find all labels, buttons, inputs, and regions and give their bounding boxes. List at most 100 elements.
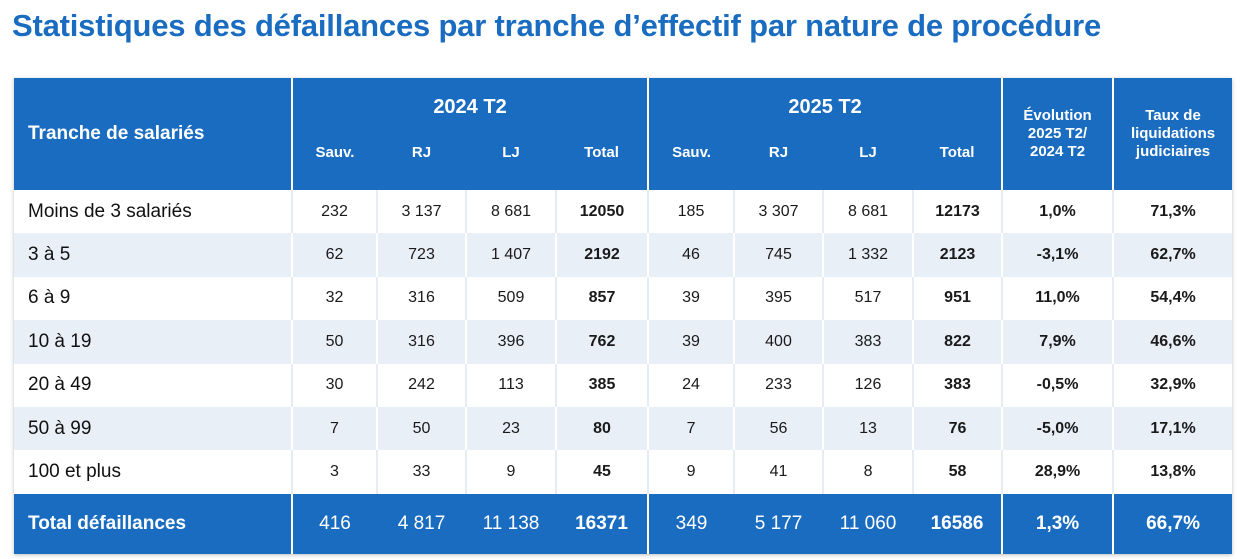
total-total-2024: 16371	[556, 493, 650, 554]
cell-lj-2025: 1 332	[823, 233, 915, 277]
row-label: Moins de 3 salariés	[14, 190, 293, 234]
header-taux-line: judiciaires	[1135, 143, 1211, 160]
cell-total-2024: 80	[556, 406, 650, 451]
cell-total-2024: 2192	[556, 233, 650, 277]
cell-sauv-2024: 30	[292, 363, 378, 407]
cell-sauv-2024: 232	[292, 190, 378, 234]
header-taux: Taux de liquidations judiciaires	[1113, 78, 1233, 190]
total-sauv-2025: 349	[648, 493, 735, 554]
cell-sauv-2024: 3	[292, 450, 378, 494]
cell-total-2025: 2123	[913, 233, 1004, 277]
cell-rj-2024: 50	[377, 406, 467, 451]
cell-evolution: -3,1%	[1002, 233, 1115, 277]
row-label: 10 à 19	[14, 320, 293, 364]
cell-total-2025: 58	[913, 450, 1004, 494]
cell-evolution: 11,0%	[1002, 276, 1115, 321]
page-title: Statistiques des défaillances par tranch…	[12, 8, 1102, 43]
cell-rj-2025: 3 307	[734, 190, 825, 234]
cell-total-2025: 383	[913, 363, 1004, 407]
table-row: 100 et plus 3 33 9 45 9 41 8 58 28,9% 13…	[14, 450, 1233, 494]
header-sauv-2024: Sauv.	[292, 134, 377, 190]
cell-sauv-2024: 62	[292, 233, 378, 277]
cell-lj-2024: 23	[466, 406, 557, 451]
cell-rj-2025: 56	[734, 406, 825, 451]
total-label: Total défaillances	[14, 493, 293, 554]
cell-taux: 62,7%	[1113, 233, 1233, 277]
cell-sauv-2025: 9	[648, 450, 736, 494]
table-row: Moins de 3 salariés 232 3 137 8 681 1205…	[14, 190, 1233, 234]
cell-total-2025: 822	[913, 320, 1004, 364]
total-lj-2025: 11 060	[823, 493, 914, 554]
cell-lj-2025: 13	[823, 406, 915, 451]
header-row-sub: Sauv. RJ LJ Total Sauv. RJ LJ Total	[14, 134, 1232, 190]
header-row-label: Tranche de salariés	[14, 78, 293, 190]
cell-taux: 32,9%	[1113, 363, 1233, 407]
cell-taux: 13,8%	[1113, 450, 1233, 494]
cell-rj-2024: 33	[377, 450, 467, 494]
cell-taux: 54,4%	[1113, 276, 1233, 321]
total-evolution: 1,3%	[1002, 493, 1115, 554]
cell-rj-2024: 316	[377, 276, 467, 321]
cell-evolution: -5,0%	[1002, 406, 1115, 451]
cell-sauv-2024: 32	[292, 276, 378, 321]
header-evolution-line: 2024 T2	[1030, 143, 1086, 160]
cell-total-2025: 951	[913, 276, 1004, 321]
total-lj-2024: 11 138	[466, 493, 556, 554]
cell-total-2025: 76	[913, 406, 1004, 451]
cell-sauv-2025: 39	[648, 320, 736, 364]
cell-lj-2025: 383	[823, 320, 915, 364]
header-sauv-2025: Sauv.	[648, 134, 735, 190]
cell-total-2024: 45	[556, 450, 650, 494]
row-label: 6 à 9	[14, 276, 293, 321]
header-lj-2025: LJ	[823, 134, 914, 190]
cell-rj-2025: 41	[734, 450, 825, 494]
header-year-2024: 2024 T2	[292, 78, 650, 134]
row-label: 20 à 49	[14, 363, 293, 407]
header-evolution-line: 2025 T2/	[1027, 125, 1088, 142]
header-total-2024: Total	[556, 134, 650, 190]
table-row: 20 à 49 30 242 113 385 24 233 126 383 -0…	[14, 363, 1233, 407]
total-rj-2025: 5 177	[734, 493, 824, 554]
header-lj-2024: LJ	[466, 134, 556, 190]
cell-total-2025: 12173	[913, 190, 1004, 234]
cell-lj-2024: 509	[466, 276, 557, 321]
cell-taux: 17,1%	[1113, 406, 1233, 451]
cell-lj-2024: 1 407	[466, 233, 557, 277]
cell-rj-2025: 400	[734, 320, 825, 364]
cell-total-2024: 385	[556, 363, 650, 407]
header-rj-2025: RJ	[734, 134, 824, 190]
cell-sauv-2024: 7	[292, 406, 378, 451]
cell-evolution: 28,9%	[1002, 450, 1115, 494]
cell-sauv-2025: 46	[648, 233, 736, 277]
total-sauv-2024: 416	[292, 493, 377, 554]
statistics-table-container: Tranche de salariés 2024 T2 2025 T2 Évol…	[14, 78, 1233, 554]
cell-rj-2025: 745	[734, 233, 825, 277]
table-row: 3 à 5 62 723 1 407 2192 46 745 1 332 212…	[14, 233, 1233, 277]
cell-lj-2024: 8 681	[466, 190, 557, 234]
cell-lj-2025: 126	[823, 363, 915, 407]
row-label: 3 à 5	[14, 233, 293, 277]
cell-total-2024: 762	[556, 320, 650, 364]
total-taux: 66,7%	[1113, 493, 1233, 554]
header-year-2025: 2025 T2	[648, 78, 1004, 134]
header-rj-2024: RJ	[377, 134, 466, 190]
row-label: 50 à 99	[14, 406, 293, 451]
header-taux-line: Taux de	[1145, 107, 1201, 124]
cell-evolution: 7,9%	[1002, 320, 1115, 364]
cell-rj-2025: 395	[734, 276, 825, 321]
header-row-top: Tranche de salariés 2024 T2 2025 T2 Évol…	[14, 78, 1233, 190]
cell-sauv-2025: 24	[648, 363, 736, 407]
cell-lj-2024: 9	[466, 450, 557, 494]
row-label: 100 et plus	[14, 450, 293, 494]
table-row: 50 à 99 7 50 23 80 7 56 13 76 -5,0% 17,1…	[14, 406, 1233, 451]
cell-sauv-2025: 7	[648, 406, 736, 451]
cell-evolution: -0,5%	[1002, 363, 1115, 407]
table-row: 10 à 19 50 316 396 762 39 400 383 822 7,…	[14, 320, 1233, 364]
header-evolution-line: Évolution	[1023, 107, 1092, 124]
total-total-2025: 16586	[913, 493, 1004, 554]
header-taux-line: liquidations	[1130, 125, 1216, 142]
cell-total-2024: 857	[556, 276, 650, 321]
cell-lj-2025: 517	[823, 276, 915, 321]
cell-rj-2024: 316	[377, 320, 467, 364]
header-evolution: Évolution 2025 T2/ 2024 T2	[1002, 78, 1115, 190]
